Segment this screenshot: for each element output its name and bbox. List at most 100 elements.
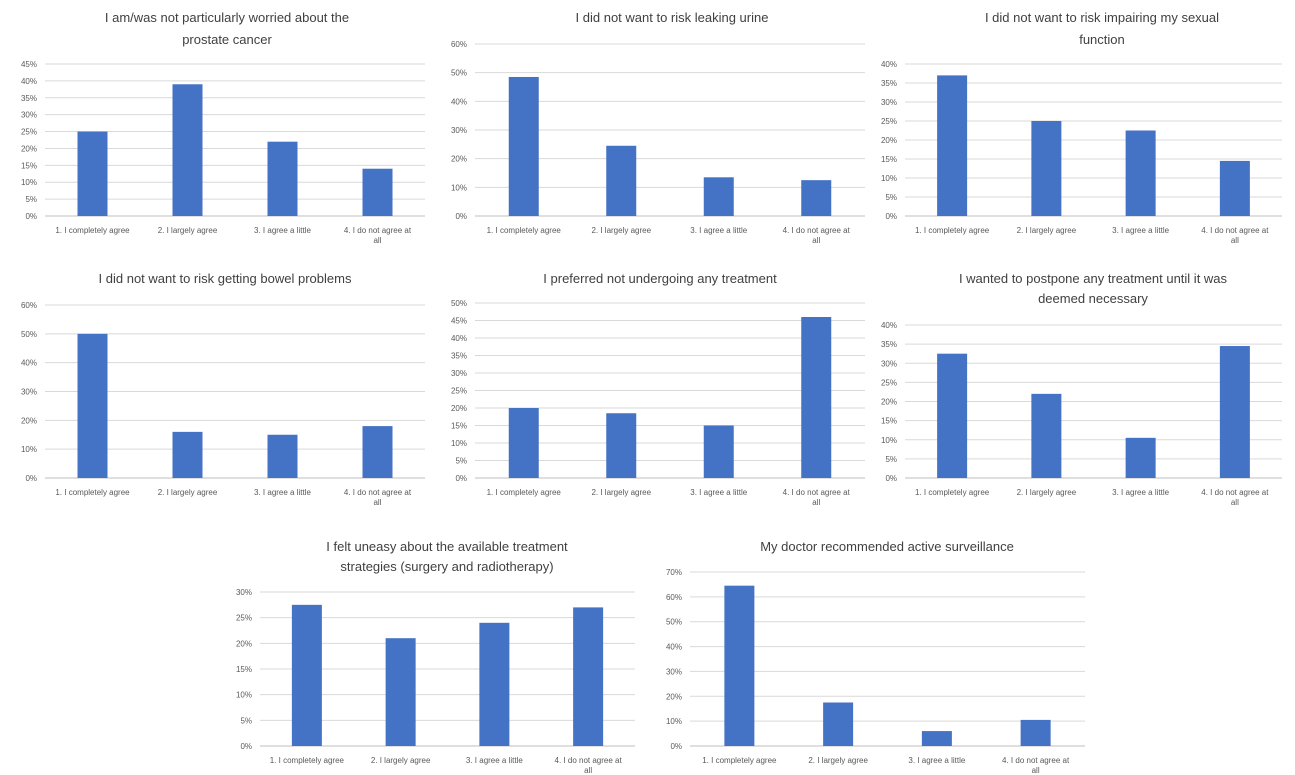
y-tick-label: 10% xyxy=(451,439,467,448)
chart-title: I did not want to risk impairing my sexu… xyxy=(985,10,1219,25)
x-tick-label: 4. I do not agree at all xyxy=(1201,488,1269,507)
x-tick-label: 2. I largely agree xyxy=(591,226,651,235)
chart-title: I preferred not undergoing any treatment xyxy=(543,271,777,286)
y-tick-label: 20% xyxy=(236,639,252,648)
bar xyxy=(937,353,968,478)
y-tick-label: 5% xyxy=(240,716,252,725)
y-tick-label: 5% xyxy=(885,455,897,464)
x-tick-label: 3. I agree a little xyxy=(690,488,747,497)
bar xyxy=(508,76,539,216)
bar xyxy=(77,131,108,216)
x-tick-label: 1. I completely agree xyxy=(487,226,562,235)
y-tick-label: 50% xyxy=(451,69,467,78)
y-tick-label: 15% xyxy=(881,417,897,426)
y-tick-label: 50% xyxy=(21,330,37,339)
bar xyxy=(823,702,854,746)
y-tick-label: 40% xyxy=(21,77,37,86)
x-tick-label: 4. I do not agree at all xyxy=(1201,226,1269,245)
y-tick-label: 10% xyxy=(21,445,37,454)
y-tick-label: 35% xyxy=(451,352,467,361)
chart-4: I did not want to risk getting bowel pro… xyxy=(21,271,425,507)
bar xyxy=(1219,160,1250,216)
bar xyxy=(172,431,203,478)
y-tick-label: 0% xyxy=(25,212,37,221)
y-tick-label: 10% xyxy=(236,691,252,700)
bar xyxy=(703,425,734,478)
chart-1: I am/was not particularly worried about … xyxy=(21,10,425,245)
x-tick-label: 1. I completely agree xyxy=(55,226,130,235)
y-tick-label: 10% xyxy=(881,174,897,183)
bar xyxy=(1219,346,1250,478)
y-tick-label: 40% xyxy=(666,643,682,652)
y-tick-label: 5% xyxy=(455,457,467,466)
y-tick-label: 40% xyxy=(21,359,37,368)
y-tick-label: 30% xyxy=(21,111,37,120)
bar xyxy=(801,317,832,478)
y-tick-label: 20% xyxy=(451,155,467,164)
y-tick-label: 25% xyxy=(881,117,897,126)
x-tick-label: 2. I largely agree xyxy=(808,756,868,765)
y-tick-label: 30% xyxy=(451,369,467,378)
bar xyxy=(801,180,832,216)
chart-title: My doctor recommended active surveillanc… xyxy=(760,539,1014,554)
y-tick-label: 20% xyxy=(881,398,897,407)
y-tick-label: 50% xyxy=(666,618,682,627)
y-tick-label: 35% xyxy=(881,79,897,88)
bar xyxy=(362,168,393,216)
y-tick-label: 45% xyxy=(21,60,37,69)
y-tick-label: 50% xyxy=(451,299,467,308)
y-tick-label: 15% xyxy=(21,161,37,170)
y-tick-label: 10% xyxy=(451,183,467,192)
x-tick-label: 1. I completely agree xyxy=(55,488,130,497)
y-tick-label: 5% xyxy=(25,195,37,204)
y-tick-label: 40% xyxy=(881,321,897,330)
y-tick-label: 10% xyxy=(666,717,682,726)
y-tick-label: 0% xyxy=(670,742,682,751)
y-tick-label: 45% xyxy=(451,317,467,326)
x-tick-label: 3. I agree a little xyxy=(254,488,311,497)
chart-title: I did not want to risk getting bowel pro… xyxy=(99,271,352,286)
x-tick-label: 2. I largely agree xyxy=(158,226,218,235)
chart-2: I did not want to risk leaking urine 0% 10… xyxy=(451,10,865,245)
y-tick-label: 0% xyxy=(455,474,467,483)
y-tick-label: 20% xyxy=(881,136,897,145)
y-tick-label: 30% xyxy=(666,667,682,676)
x-tick-label: 1. I completely agree xyxy=(702,756,777,765)
bar xyxy=(921,731,952,746)
y-tick-label: 25% xyxy=(881,378,897,387)
y-tick-label: 20% xyxy=(21,144,37,153)
y-tick-label: 15% xyxy=(451,422,467,431)
chart-title: I did not want to risk leaking urine xyxy=(576,10,769,25)
y-tick-label: 5% xyxy=(885,193,897,202)
x-tick-label: 4. I do not agree at all xyxy=(783,226,851,245)
x-tick-label: 1. I completely agree xyxy=(487,488,562,497)
x-tick-label: 2. I largely agree xyxy=(1017,488,1077,497)
bar xyxy=(172,84,203,217)
x-tick-label: 3. I agree a little xyxy=(466,756,523,765)
bar xyxy=(937,75,968,217)
bar xyxy=(1020,719,1051,746)
x-tick-label: 3. I agree a little xyxy=(254,226,311,235)
x-tick-label: 2. I largely agree xyxy=(591,488,651,497)
chart-8: My doctor recommended active surveillanc… xyxy=(666,539,1085,775)
y-tick-label: 60% xyxy=(451,40,467,49)
y-tick-label: 15% xyxy=(236,665,252,674)
y-tick-label: 0% xyxy=(240,742,252,751)
y-tick-label: 60% xyxy=(666,593,682,602)
y-tick-label: 0% xyxy=(455,212,467,221)
y-tick-label: 10% xyxy=(881,436,897,445)
y-tick-label: 25% xyxy=(236,614,252,623)
chart-5: I preferred not undergoing any treatment… xyxy=(451,271,865,507)
bar xyxy=(291,604,322,746)
x-tick-label: 4. I do not agree at all xyxy=(555,756,623,775)
y-tick-label: 30% xyxy=(21,388,37,397)
y-tick-label: 0% xyxy=(885,212,897,221)
x-tick-label: 1. I completely agree xyxy=(915,488,990,497)
x-tick-label: 2. I largely agree xyxy=(1017,226,1077,235)
x-tick-label: 2. I largely agree xyxy=(371,756,431,765)
x-tick-label: 3. I agree a little xyxy=(690,226,747,235)
y-tick-label: 35% xyxy=(21,94,37,103)
chart-title: strategies (surgery and radiotherapy) xyxy=(340,559,553,574)
bar xyxy=(606,145,637,216)
